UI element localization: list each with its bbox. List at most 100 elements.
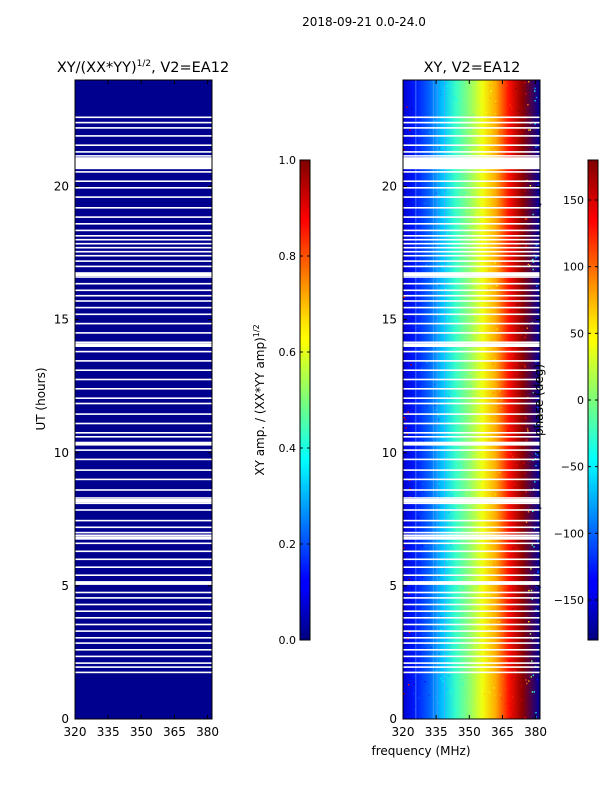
phase-speckle	[455, 528, 458, 530]
phase-flagged-row	[403, 144, 540, 146]
phase-speckle	[490, 148, 493, 150]
phase-speckle	[531, 660, 533, 662]
phase-speckle	[537, 324, 540, 326]
phase-speckle	[475, 214, 477, 216]
phase-speckle	[516, 237, 518, 239]
phase-speckle	[418, 620, 420, 622]
phase-speckle	[525, 93, 527, 95]
phase-speckle	[433, 321, 435, 324]
phase-speckle	[517, 540, 519, 543]
phase-speckle	[515, 244, 517, 246]
phase-flagged-row	[403, 171, 540, 173]
phase-speckle	[513, 678, 515, 681]
phase-speckle	[491, 338, 493, 340]
amplitude-y-tick-label: 5	[61, 579, 69, 593]
amplitude-flagged-row	[75, 574, 212, 576]
phase-speckle	[451, 385, 453, 387]
phase-speckle	[459, 594, 461, 596]
phase-speckle	[424, 681, 426, 683]
phase-speckle	[469, 695, 472, 697]
phase-speckle	[421, 367, 423, 369]
phase-speckle	[449, 663, 451, 666]
phase-speckle	[469, 147, 471, 149]
amplitude-flagged-row	[75, 526, 212, 529]
amplitude-colorbar-tick-label: 0.6	[279, 346, 297, 359]
phase-x-tick-label: 365	[491, 725, 514, 739]
phase-speckle	[519, 493, 521, 495]
phase-speckle	[472, 149, 475, 151]
phase-flagged-row	[403, 558, 540, 561]
phase-speckle	[500, 697, 503, 700]
phase-speckle	[403, 296, 405, 298]
phase-speckle	[407, 638, 409, 640]
amplitude-colorbar-label: XY amp. / (XX*YY amp)1/2	[252, 324, 267, 475]
phase-flagged-rows	[403, 116, 540, 674]
phase-speckle	[453, 579, 455, 582]
phase-speckle	[536, 679, 539, 681]
amplitude-flagged-row	[75, 637, 212, 639]
phase-flagged-row	[403, 591, 540, 594]
phase-speckle	[528, 621, 530, 623]
phase-speckle	[532, 261, 535, 263]
amplitude-flagged-row	[75, 536, 212, 540]
phase-speckle	[438, 576, 440, 578]
phase-speckle	[520, 131, 523, 134]
phase-speckle	[469, 460, 472, 462]
phase-speckle	[499, 131, 501, 134]
phase-speckle	[465, 107, 468, 109]
phase-speckle	[413, 419, 415, 421]
amplitude-flagged-row	[75, 623, 212, 626]
phase-speckle	[477, 105, 480, 107]
amplitude-flagged-row	[75, 369, 212, 371]
phase-colorbar-tick-label: −50	[561, 461, 584, 474]
phase-flagged-row	[403, 630, 540, 632]
phase-speckle	[443, 92, 445, 94]
phase-speckle	[472, 113, 474, 116]
phase-speckle	[469, 425, 472, 428]
phase-speckle	[470, 128, 472, 130]
phase-speckle	[514, 178, 516, 180]
phase-speckle	[479, 480, 482, 482]
phase-colorbar-tick-label: −150	[554, 594, 584, 607]
amplitude-flagged-row	[75, 250, 212, 253]
phase-speckle	[535, 585, 538, 588]
phase-flagged-row	[403, 413, 540, 415]
phase-speckle	[451, 495, 453, 497]
phase-speckle	[420, 515, 423, 518]
amplitude-flagged-row	[75, 610, 212, 612]
phase-speckle	[521, 685, 523, 687]
phase-speckle	[446, 317, 448, 319]
phase-speckle	[412, 317, 414, 319]
phase-speckle	[457, 471, 460, 473]
phase-speckle	[480, 661, 483, 663]
phase-speckle	[406, 106, 408, 108]
phase-speckle	[426, 405, 428, 407]
phase-speckle	[537, 406, 539, 409]
amplitude-flagged-row	[75, 235, 212, 237]
phase-speckle	[532, 510, 534, 512]
phase-speckle	[522, 563, 524, 566]
phase-speckle	[509, 104, 511, 106]
phase-speckle	[502, 631, 504, 634]
phase-speckle	[442, 83, 444, 85]
phase-speckle	[467, 316, 469, 319]
amplitude-flagged-row	[75, 388, 212, 390]
phase-speckle	[523, 462, 525, 465]
phase-speckle	[535, 146, 537, 148]
phase-speckle	[464, 487, 466, 489]
phase-colorbar-tick-label: −100	[554, 527, 584, 540]
phase-speckle	[511, 107, 513, 109]
phase-speckle	[492, 391, 495, 394]
phase-speckle	[495, 476, 498, 479]
phase-speckle	[530, 676, 532, 678]
phase-speckle	[438, 463, 440, 465]
phase-speckle	[461, 331, 464, 333]
phase-speckle	[435, 670, 437, 672]
amplitude-flagged-row	[75, 272, 212, 277]
phase-speckle	[466, 211, 468, 213]
phase-speckle	[520, 312, 523, 314]
phase-speckle	[501, 528, 503, 530]
amplitude-flagged-row	[75, 116, 212, 119]
phase-speckle	[477, 179, 480, 181]
phase-speckle	[502, 267, 504, 269]
